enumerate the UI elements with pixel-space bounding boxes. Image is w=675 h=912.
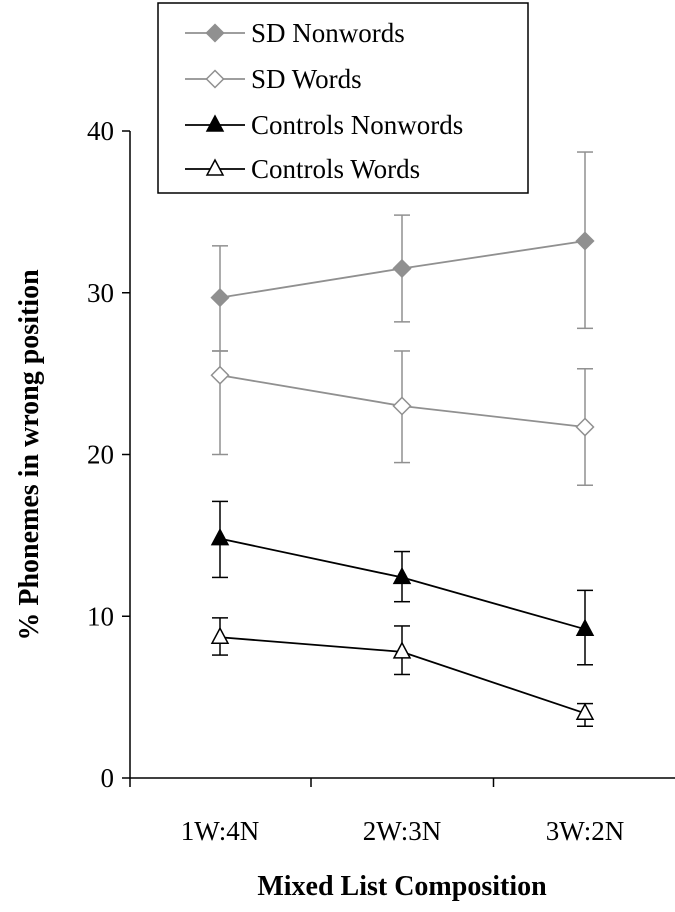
- y-tick-label: 20: [87, 440, 114, 470]
- data-point: [392, 396, 412, 416]
- x-tick-label: 2W:3N: [363, 816, 441, 846]
- data-point: [210, 288, 230, 308]
- data-point: [575, 417, 595, 437]
- y-tick-label: 40: [87, 116, 114, 146]
- legend-entry: SD Nonwords: [185, 18, 405, 48]
- series-sd-words: [210, 350, 595, 486]
- legend-entry: Controls Words: [185, 154, 420, 184]
- legend-marker: [205, 158, 225, 176]
- x-axis-title: Mixed List Composition: [257, 871, 547, 902]
- legend: SD Nonwords SD Words Controls Nonwords Cont…: [157, 2, 529, 194]
- x-tick-label: 3W:2N: [546, 816, 624, 846]
- data-point: [392, 641, 412, 659]
- data-point: [575, 618, 595, 636]
- legend-marker: [205, 69, 225, 89]
- data-point: [575, 231, 595, 251]
- legend-marker: [205, 23, 225, 43]
- legend-entry: Controls Nonwords: [185, 110, 463, 140]
- data-point: [210, 528, 230, 546]
- y-tick-label: 30: [87, 278, 114, 308]
- y-tick-label: 0: [101, 763, 115, 793]
- legend-label: Controls Nonwords: [251, 110, 463, 140]
- data-point: [210, 626, 230, 645]
- series-controls-nonwords: [210, 500, 595, 666]
- legend-label: SD Words: [251, 64, 362, 94]
- axes: 0 10 20 30 40 1W:4N 2W:3N 3W:2N: [87, 116, 675, 846]
- data-point: [575, 702, 595, 721]
- data-point: [392, 566, 412, 585]
- legend-label: Controls Words: [251, 154, 420, 184]
- series-controls-words: [210, 617, 595, 727]
- data-point: [210, 365, 230, 385]
- legend-marker: [205, 114, 225, 132]
- series-layer: [210, 151, 595, 727]
- y-axis-title: % Phonemes in wrong position: [14, 269, 45, 641]
- legend-entry: SD Words: [185, 64, 362, 94]
- y-ticks: 0 10 20 30 40: [87, 116, 130, 793]
- x-ticks: 1W:4N 2W:3N 3W:2N: [129, 778, 624, 846]
- legend-label: SD Nonwords: [251, 18, 405, 48]
- data-point: [392, 258, 412, 279]
- x-tick-label: 1W:4N: [181, 816, 259, 846]
- y-tick-label: 10: [87, 601, 114, 631]
